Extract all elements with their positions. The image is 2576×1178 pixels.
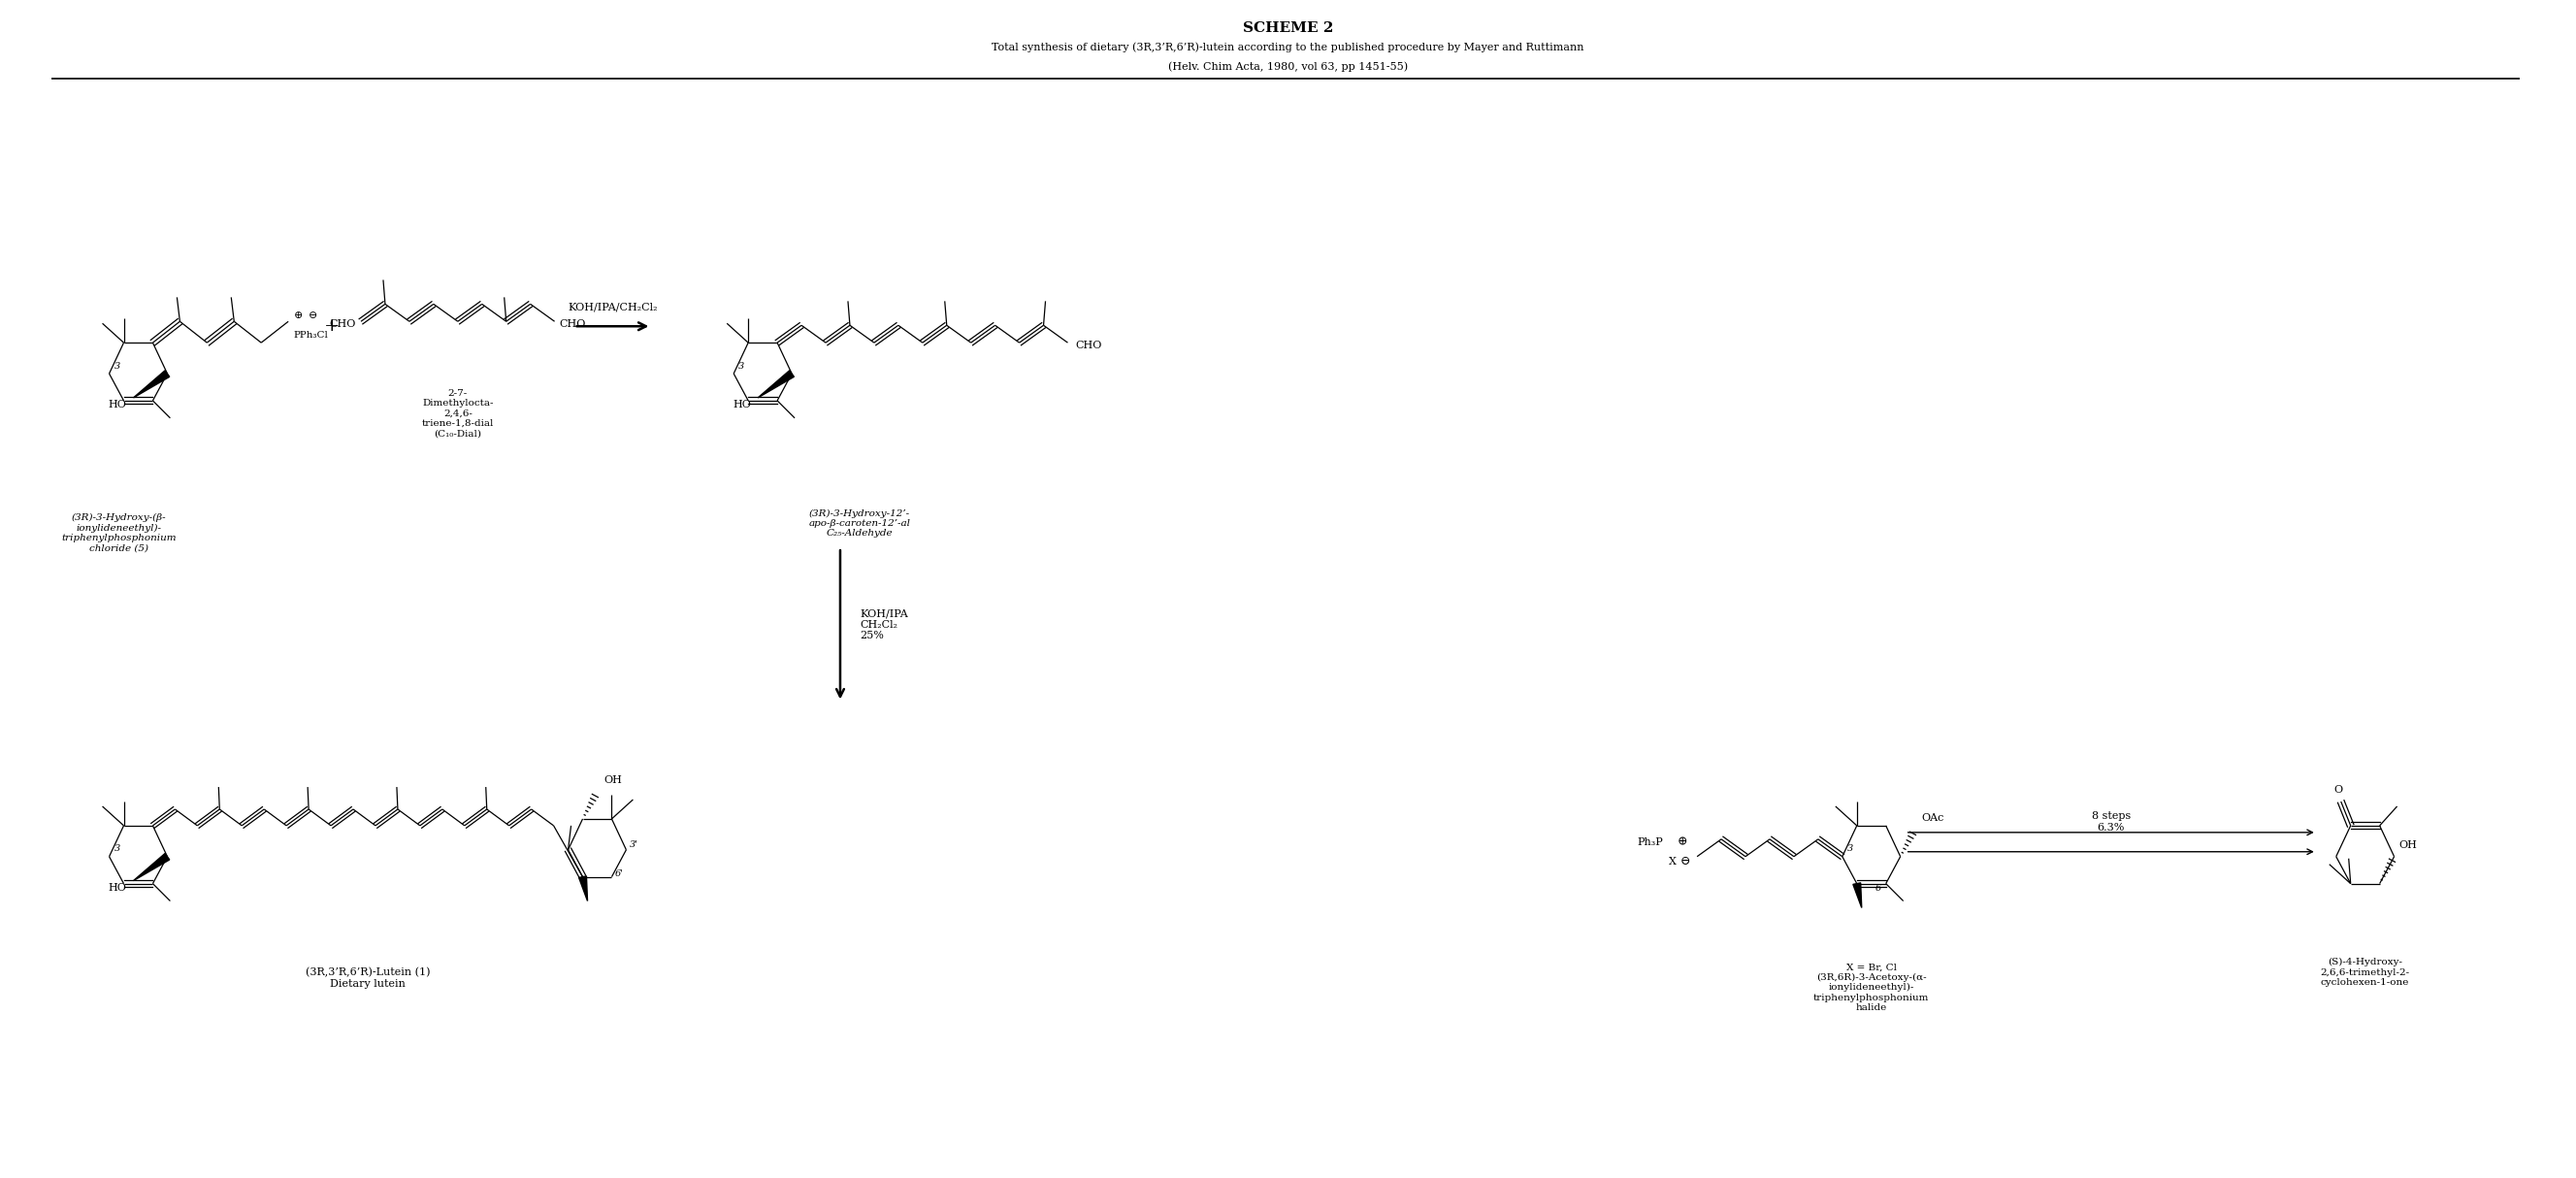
- Text: (S)-4-Hydroxy-
2,6,6-trimethyl-2-
cyclohexen-1-one: (S)-4-Hydroxy- 2,6,6-trimethyl-2- cycloh…: [2321, 958, 2409, 987]
- Text: 6: 6: [1875, 884, 1880, 893]
- Text: Ph₃P: Ph₃P: [1638, 838, 1664, 847]
- Text: PPh₃Cl: PPh₃Cl: [294, 331, 327, 339]
- Text: CHO: CHO: [559, 319, 585, 329]
- Text: CHO: CHO: [330, 319, 355, 329]
- Text: 3: 3: [1847, 845, 1852, 853]
- Text: X = Br, Cl
(3R,6R)-3-Acetoxy-(α-
ionylideneethyl)-
triphenylphosphonium
halide: X = Br, Cl (3R,6R)-3-Acetoxy-(α- ionylid…: [1814, 962, 1929, 1012]
- Text: (3R,3’R,6’R)-Lutein (1)
Dietary lutein: (3R,3’R,6’R)-Lutein (1) Dietary lutein: [307, 967, 430, 988]
- Text: +: +: [325, 318, 340, 335]
- Text: 3: 3: [739, 362, 744, 370]
- Text: ⊕: ⊕: [294, 311, 301, 320]
- Text: ⊖: ⊖: [309, 311, 317, 320]
- Polygon shape: [580, 876, 587, 901]
- Text: O: O: [2334, 785, 2342, 795]
- Text: 2-7-
Dimethylocta-
2,4,6-
triene-1,8-dial
(C₁₀-Dial): 2-7- Dimethylocta- 2,4,6- triene-1,8-dia…: [422, 389, 495, 438]
- Text: HO: HO: [108, 399, 126, 410]
- Text: (3R)-3-Hydroxy-(β-
ionylideneethyl)-
triphenylphosphonium
chloride (5): (3R)-3-Hydroxy-(β- ionylideneethyl)- tri…: [62, 514, 175, 552]
- Text: OH: OH: [2398, 840, 2416, 849]
- Text: 6': 6': [616, 869, 623, 879]
- Polygon shape: [134, 370, 170, 398]
- Text: ⊕: ⊕: [1677, 835, 1687, 848]
- Polygon shape: [1852, 882, 1862, 908]
- Text: KOH/IPA/CH₂Cl₂: KOH/IPA/CH₂Cl₂: [567, 302, 657, 312]
- Text: X: X: [1669, 856, 1677, 866]
- Text: OH: OH: [603, 775, 623, 785]
- Text: KOH/IPA
CH₂Cl₂
25%: KOH/IPA CH₂Cl₂ 25%: [860, 609, 907, 641]
- Text: 8 steps
6.3%: 8 steps 6.3%: [2092, 812, 2130, 833]
- Text: OAc: OAc: [1922, 813, 1945, 822]
- Text: CHO: CHO: [1074, 340, 1103, 350]
- Text: (Helv. Chim Acta, 1980, vol 63, pp 1451-55): (Helv. Chim Acta, 1980, vol 63, pp 1451-…: [1167, 61, 1409, 72]
- Text: ⊖: ⊖: [1680, 855, 1690, 868]
- Text: SCHEME 2: SCHEME 2: [1242, 21, 1334, 34]
- Text: 3: 3: [113, 845, 121, 853]
- Text: HO: HO: [108, 882, 126, 892]
- Polygon shape: [134, 853, 170, 881]
- Polygon shape: [757, 370, 793, 398]
- Text: (3R)-3-Hydroxy-12’-
apo-β-caroten-12’-al
C₂₅-Aldehyde: (3R)-3-Hydroxy-12’- apo-β-caroten-12’-al…: [809, 509, 909, 538]
- Text: Total synthesis of dietary (3R,3’R,6’R)-lutein according to the published proced: Total synthesis of dietary (3R,3’R,6’R)-…: [992, 42, 1584, 53]
- Text: 3: 3: [113, 362, 121, 370]
- Text: HO: HO: [732, 399, 752, 410]
- Text: 3': 3': [629, 841, 639, 849]
